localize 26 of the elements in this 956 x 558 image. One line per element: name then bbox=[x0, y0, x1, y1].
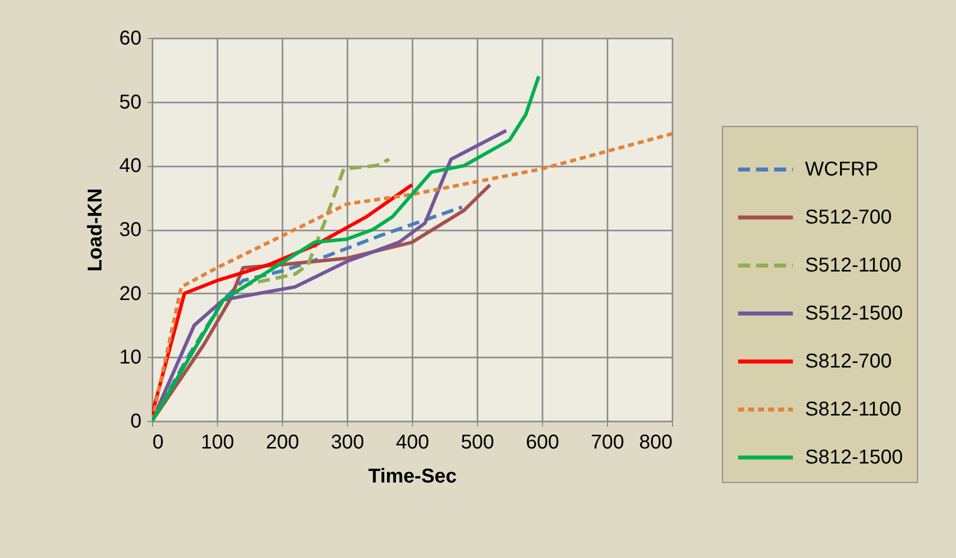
legend-label: WCFRP bbox=[805, 158, 878, 180]
y-tick-label: 0 bbox=[130, 410, 142, 432]
legend-label: S812-1500 bbox=[805, 446, 903, 468]
x-tick-label: 300 bbox=[330, 432, 364, 454]
x-tick-label: 700 bbox=[590, 432, 624, 454]
x-tick-label: 500 bbox=[460, 432, 494, 454]
legend-label: S812-700 bbox=[805, 350, 892, 372]
legend-label: S512-700 bbox=[805, 206, 892, 228]
x-tick-label: 400 bbox=[396, 432, 430, 454]
y-tick-label: 40 bbox=[119, 155, 142, 178]
y-tick-label: 50 bbox=[119, 91, 142, 114]
legend-label: S812-1100 bbox=[805, 398, 902, 420]
x-tick-label: 200 bbox=[266, 432, 300, 454]
legend-label: S512-1500 bbox=[805, 302, 903, 324]
x-tick-label: 600 bbox=[526, 432, 560, 454]
x-tick-label: 100 bbox=[200, 432, 234, 454]
x-tick-label: 800 bbox=[639, 432, 672, 454]
x-axis-title: Time-Sec bbox=[368, 466, 457, 488]
line-series bbox=[152, 74, 540, 421]
y-tick-label: 10 bbox=[119, 346, 142, 369]
y-axis-title: Load-KN bbox=[84, 188, 106, 272]
x-tick-label: 0 bbox=[152, 432, 164, 454]
y-tick-label: 20 bbox=[119, 282, 142, 305]
y-tick-label: 60 bbox=[119, 28, 142, 50]
legend-label: S512-1100 bbox=[805, 254, 902, 276]
y-tick-label: 30 bbox=[119, 219, 142, 241]
